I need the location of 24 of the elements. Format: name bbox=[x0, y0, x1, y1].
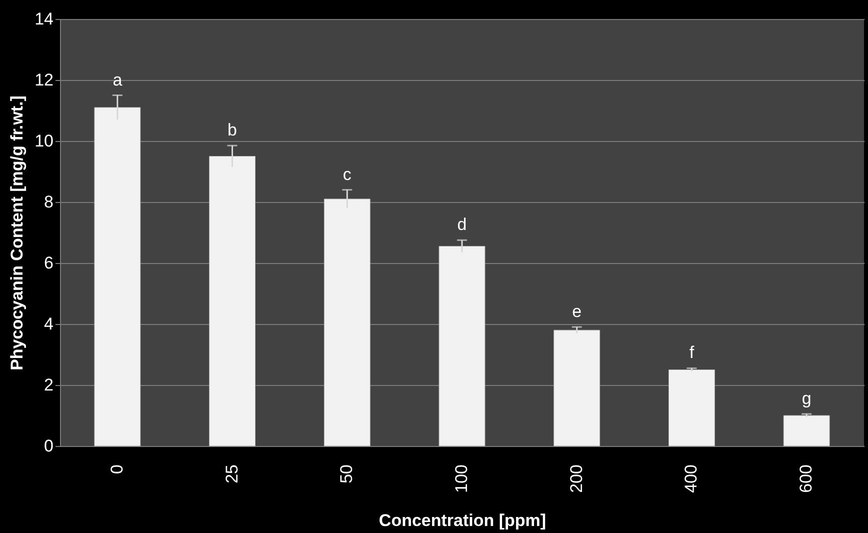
x-tick-label: 25 bbox=[222, 464, 242, 484]
annotation: b bbox=[228, 120, 238, 140]
y-tick-label: 14 bbox=[34, 10, 54, 28]
annotation: f bbox=[689, 343, 694, 362]
x-tick-label: 400 bbox=[682, 464, 701, 493]
x-tick-label: 0 bbox=[107, 464, 126, 474]
x-tick-label: 200 bbox=[566, 464, 586, 493]
x-tick-label: 600 bbox=[796, 464, 816, 493]
annotation: d bbox=[457, 215, 467, 234]
y-tick-label: 6 bbox=[44, 254, 54, 272]
y-tick-label: 10 bbox=[34, 132, 54, 150]
annotation: g bbox=[802, 388, 812, 408]
y-axis-title: Phycocyanin Content [mg/g fr.wt.] bbox=[8, 96, 27, 370]
y-tick-label: 2 bbox=[44, 376, 54, 394]
x-axis-title: Concentration [ppm] bbox=[378, 510, 546, 530]
x-tick-label: 50 bbox=[337, 464, 356, 484]
annotation: a bbox=[112, 70, 123, 90]
y-tick-label: 12 bbox=[34, 70, 54, 90]
y-tick-label: 0 bbox=[44, 436, 54, 456]
annotation: c bbox=[342, 164, 352, 184]
annotation: e bbox=[572, 302, 582, 322]
x-tick-label: 100 bbox=[452, 464, 471, 493]
y-tick-label: 8 bbox=[44, 192, 54, 212]
y-tick-label: 4 bbox=[44, 314, 54, 334]
